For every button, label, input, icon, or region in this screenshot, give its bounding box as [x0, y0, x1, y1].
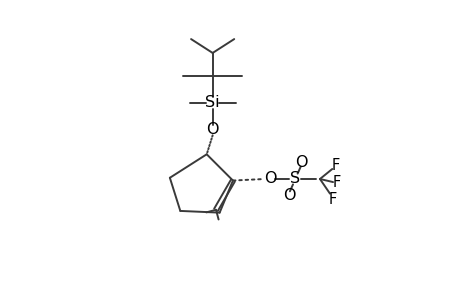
- Text: O: O: [295, 154, 307, 169]
- Text: F: F: [327, 191, 336, 206]
- Text: O: O: [206, 122, 218, 137]
- Text: S: S: [290, 172, 300, 187]
- Text: Si: Si: [205, 95, 219, 110]
- Text: F: F: [330, 158, 339, 172]
- Text: O: O: [282, 188, 295, 203]
- Text: O: O: [263, 172, 275, 187]
- Text: F: F: [332, 175, 340, 190]
